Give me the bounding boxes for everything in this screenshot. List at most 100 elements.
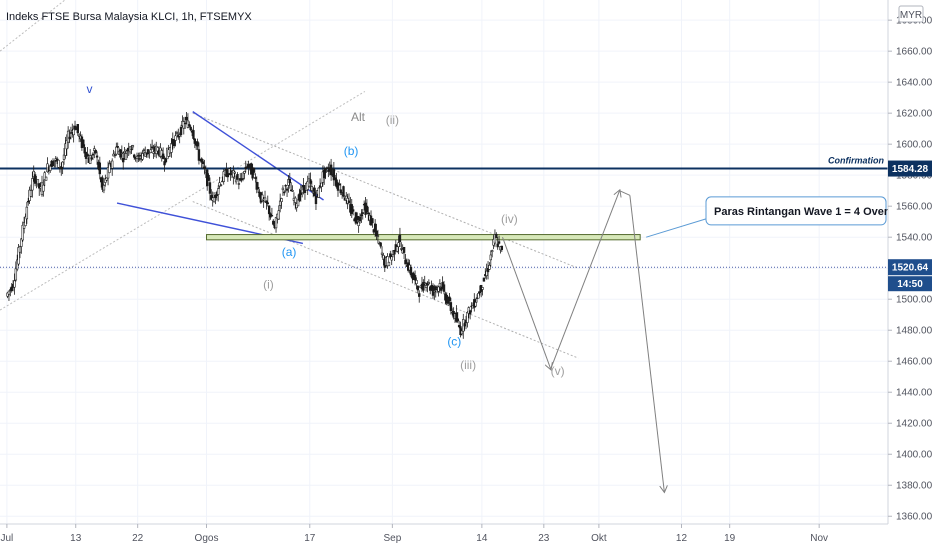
x-tick-label: 19 [724, 533, 736, 544]
candle-body [267, 205, 271, 215]
currency-badge[interactable] [898, 5, 924, 23]
candle-body [32, 170, 35, 178]
candle-body [152, 151, 155, 154]
candle-body [38, 183, 41, 189]
candle-body [120, 152, 124, 154]
candle-body [397, 242, 400, 248]
candle-body [135, 155, 139, 159]
candle-body [203, 166, 206, 170]
candle-body [332, 168, 336, 181]
candle-body [478, 291, 481, 294]
candle-body [93, 148, 96, 152]
candle-body [164, 157, 168, 163]
candle-body [358, 216, 362, 222]
candle-body [91, 153, 95, 156]
candle-body [237, 183, 241, 185]
y-tick-label: 1620.00 [896, 109, 932, 120]
candle-body [500, 245, 504, 250]
candle-body [25, 206, 29, 220]
candle-body [101, 177, 104, 190]
candle-body [138, 158, 141, 160]
candle-body [179, 126, 183, 136]
time-axis[interactable] [0, 524, 932, 550]
candle-body [448, 296, 451, 301]
candle-body [485, 270, 488, 276]
candle-body [43, 172, 46, 180]
candle-body [7, 290, 11, 295]
callout-text: Paras Rintangan Wave 1 = 4 Overlap [714, 206, 904, 218]
candle-body [489, 254, 493, 261]
wave-label: (iv) [501, 212, 518, 226]
wave-label: (c) [447, 335, 461, 349]
candle-body [130, 148, 133, 151]
candle-body [185, 116, 188, 121]
currency-label: MYR [900, 10, 922, 21]
candle-body [379, 242, 382, 247]
candle-body [219, 184, 223, 186]
candle-body [76, 124, 79, 134]
candle-body [124, 153, 128, 160]
candle-body [218, 182, 221, 187]
callout-box [705, 196, 887, 226]
candle-body [255, 181, 258, 190]
candle-body [10, 286, 13, 292]
candle-body [183, 122, 187, 125]
candle-body [236, 174, 239, 180]
candle-body [415, 279, 418, 284]
candle-body [424, 285, 428, 288]
candle-body [338, 183, 341, 186]
candle-body [291, 190, 294, 192]
candle-body [367, 212, 370, 215]
candle-body [437, 286, 440, 292]
candle-body [361, 212, 364, 214]
candle-body [27, 200, 30, 203]
x-tick-label: Ogos [195, 533, 219, 544]
candle-body [256, 186, 260, 189]
candle-body [21, 224, 24, 241]
x-tick-label: 13 [70, 533, 82, 544]
wave-label: (ii) [386, 113, 399, 127]
candle-body [64, 143, 67, 156]
candle-body [244, 166, 247, 170]
candle-body [131, 145, 135, 148]
candle-body [163, 161, 166, 166]
callout-leader [646, 218, 707, 238]
candle-body [212, 197, 216, 203]
countdown-text: 14:50 [897, 279, 923, 290]
confirmation-price-text: 1584.28 [892, 164, 929, 175]
candle-body [382, 255, 385, 260]
candle-body [60, 166, 63, 170]
candle-body [278, 200, 282, 206]
drawing-layer: Confirmation [0, 0, 888, 359]
candle-body [327, 170, 330, 172]
candle-body [14, 268, 18, 281]
candle-body [208, 182, 212, 194]
candle-body [29, 190, 33, 197]
candle-body [393, 250, 396, 255]
candle-body [466, 311, 469, 323]
candle-body [18, 246, 22, 253]
y-tick-label: 1560.00 [896, 202, 932, 213]
candle-body [196, 141, 199, 147]
candle-body [270, 215, 274, 217]
candle-body [309, 179, 312, 184]
price-tags: 1584.28 1520.64 14:50 [888, 160, 932, 292]
x-tick-label: 17 [304, 533, 316, 544]
candle-body [251, 167, 254, 179]
candle-body [284, 185, 287, 187]
candle-body [6, 292, 9, 297]
candle-body [325, 167, 329, 169]
candle-body [351, 209, 355, 212]
candle-body [105, 177, 108, 181]
candle-body [324, 168, 327, 173]
candle-body [61, 161, 64, 168]
candle-body [31, 178, 34, 191]
candle-body [294, 197, 297, 203]
candle-body [416, 285, 420, 291]
candle-body [241, 178, 245, 180]
candle-body [314, 195, 318, 205]
y-tick-label: 1640.00 [896, 78, 932, 89]
candle-body [62, 154, 66, 160]
